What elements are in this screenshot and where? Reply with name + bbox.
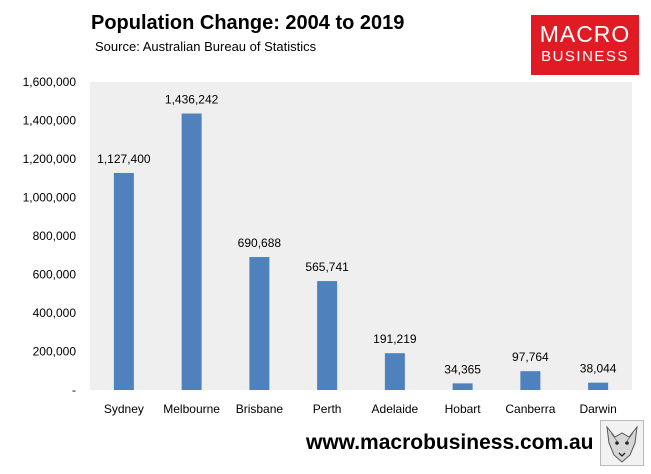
website-url[interactable]: www.macrobusiness.com.au (306, 431, 594, 454)
y-tick-label: 600,000 (33, 268, 77, 282)
y-axis: - 200,000 400,000 600,000 800,000 1,000,000 1,… (23, 75, 77, 397)
y-tick-label: 1,000,000 (23, 191, 77, 205)
x-tick-label: Sydney (104, 402, 144, 416)
x-tick-label: Perth (313, 402, 342, 416)
y-tick-label: 1,200,000 (23, 152, 77, 166)
data-label: 97,764 (512, 350, 549, 364)
x-tick-label: Hobart (445, 402, 482, 416)
x-tick-label: Canberra (505, 402, 555, 416)
y-tick-label: - (72, 383, 76, 397)
data-label: 1,436,242 (165, 93, 219, 107)
y-tick-label: 200,000 (33, 345, 77, 359)
chart-subtitle: Source: Australian Bureau of Statistics (95, 39, 317, 54)
bar-canberra (520, 371, 541, 390)
macrobusiness-logo[interactable]: MACRO BUSINESS (531, 15, 639, 75)
bar-melbourne (181, 113, 202, 391)
bar-darwin (588, 382, 609, 390)
data-label: 690,688 (238, 236, 282, 250)
chart-title: Population Change: 2004 to 2019 (91, 12, 405, 34)
data-label: 1,127,400 (97, 152, 151, 166)
y-tick-label: 400,000 (33, 306, 77, 320)
data-label: 565,741 (305, 260, 349, 274)
bar-brisbane (249, 257, 270, 390)
wolf-mascot-icon (600, 420, 644, 466)
bar-adelaide (384, 353, 405, 390)
logo-line-macro: MACRO (539, 21, 631, 47)
bar-sydney (113, 172, 134, 390)
bar-perth (317, 281, 338, 390)
y-tick-label: 1,600,000 (23, 75, 77, 89)
data-label: 191,219 (373, 332, 417, 346)
y-tick-label: 800,000 (33, 229, 77, 243)
data-label: 38,044 (580, 362, 617, 376)
plot-area (90, 82, 632, 390)
x-tick-label: Darwin (579, 402, 616, 416)
x-tick-label: Melbourne (163, 402, 220, 416)
y-tick-label: 1,400,000 (23, 114, 77, 128)
x-axis: Sydney Melbourne Brisbane Perth Adelaide Hoba… (104, 402, 617, 416)
x-tick-label: Brisbane (236, 402, 284, 416)
data-label: 34,365 (444, 362, 481, 376)
logo-line-business: BUSINESS (541, 48, 629, 65)
x-tick-label: Adelaide (372, 402, 419, 416)
bar-hobart (452, 383, 473, 390)
bars: 1,127,400 1,436,242 690,688 565,741 191,219 3… (97, 93, 617, 391)
